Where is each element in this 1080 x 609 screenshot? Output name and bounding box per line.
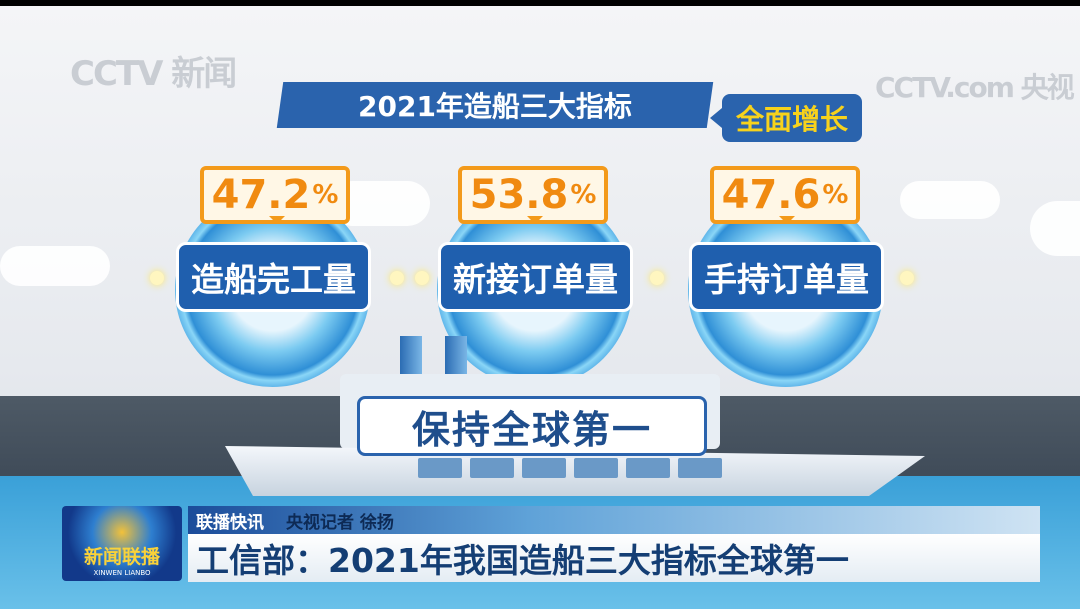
- cctv-watermark-right: CCTV.com 央视: [875, 71, 1075, 104]
- ship-window: [626, 458, 670, 478]
- indicator-value-3: 47.6%: [710, 166, 860, 224]
- glow-dot: [650, 271, 664, 285]
- ship-window: [418, 458, 462, 478]
- glow-dot: [390, 271, 404, 285]
- cloud: [900, 181, 1000, 219]
- ship-window: [678, 458, 722, 478]
- unit: %: [822, 180, 849, 210]
- ship-banner: 保持全球第一: [357, 396, 707, 456]
- cloud: [1030, 201, 1080, 256]
- lower-third-strip: 联播快讯 央视记者 徐扬: [188, 506, 1040, 534]
- news-frame: CCTV 新闻 CCTV.com 央视 2021年造船三大指标 全面增长 47.…: [0, 6, 1080, 609]
- indicator-value-2: 53.8%: [458, 166, 608, 224]
- title-text: 2021年造船三大指标: [358, 90, 632, 123]
- infographic-title: 2021年造船三大指标: [276, 82, 714, 128]
- indicator-label-1: 造船完工量: [176, 242, 371, 312]
- headline: 工信部：2021年我国造船三大指标全球第一: [188, 534, 1040, 582]
- ship-window: [470, 458, 514, 478]
- value: 47.6: [721, 172, 821, 218]
- ship-funnel: [400, 336, 422, 386]
- glow-dot: [415, 271, 429, 285]
- unit: %: [312, 180, 339, 210]
- indicator-label-3: 手持订单量: [689, 242, 884, 312]
- indicator-label-2: 新接订单量: [438, 242, 633, 312]
- ship-window: [574, 458, 618, 478]
- value: 53.8: [469, 172, 569, 218]
- growth-tag: 全面增长: [710, 94, 862, 142]
- reporter-credit: 央视记者 徐扬: [286, 512, 394, 533]
- logo-cn: 新闻联播: [83, 546, 160, 568]
- unit: %: [570, 180, 597, 210]
- glow-dot: [900, 271, 914, 285]
- ship-funnel: [445, 336, 467, 386]
- segment-label: 联播快讯: [196, 512, 264, 533]
- cctv-watermark-left: CCTV 新闻: [70, 54, 237, 94]
- cloud: [0, 246, 110, 286]
- value: 47.2: [211, 172, 311, 218]
- glow-dot: [150, 271, 164, 285]
- indicator-value-1: 47.2%: [200, 166, 350, 224]
- ship-window: [522, 458, 566, 478]
- xinwen-lianbo-logo: 新闻联播 XINWEN LIANBO: [62, 506, 182, 581]
- logo-en: XINWEN LIANBO: [93, 569, 151, 577]
